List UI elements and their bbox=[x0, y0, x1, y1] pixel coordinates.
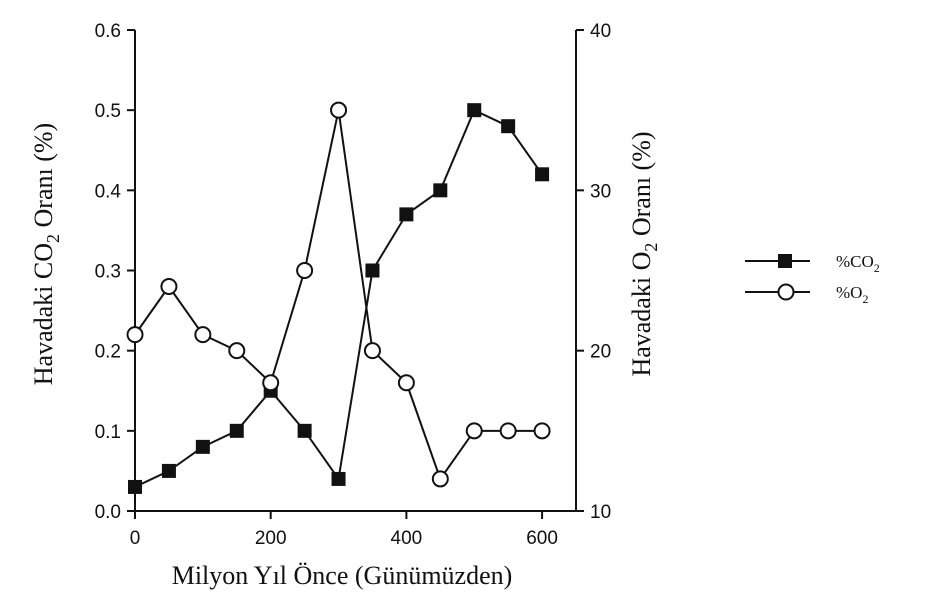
right-tick-label: 10 bbox=[590, 502, 611, 523]
series-line-o2 bbox=[134, 109, 543, 482]
legend-label-co2: %CO2 bbox=[836, 252, 880, 275]
point-o2 bbox=[397, 374, 415, 392]
series-group bbox=[126, 101, 551, 494]
point-co2 bbox=[433, 183, 448, 198]
point-co2 bbox=[229, 423, 244, 438]
left-tick-label: 0.3 bbox=[95, 262, 121, 283]
point-o2 bbox=[194, 326, 212, 344]
point-o2 bbox=[262, 374, 280, 392]
x-axis-title: Milyon Yıl Önce (Günümüzden) bbox=[172, 561, 513, 590]
left-tick-label: 0.1 bbox=[95, 422, 121, 443]
right-tick-label: 40 bbox=[590, 21, 611, 42]
left-tick-label: 0.0 bbox=[95, 502, 121, 523]
right-tick-label: 20 bbox=[590, 342, 611, 363]
point-o2 bbox=[126, 326, 144, 344]
x-tick-label: 400 bbox=[391, 528, 423, 549]
legend-item-co2: %CO2 bbox=[745, 252, 880, 275]
point-o2 bbox=[431, 470, 449, 488]
point-o2 bbox=[499, 422, 517, 440]
x-tick-label: 200 bbox=[255, 528, 287, 549]
point-co2 bbox=[297, 423, 312, 438]
legend-marker-o2 bbox=[777, 283, 795, 301]
left-tick-label: 0.6 bbox=[95, 21, 121, 42]
point-o2 bbox=[533, 422, 551, 440]
x-tick-label: 600 bbox=[526, 528, 558, 549]
right-tick-label: 30 bbox=[590, 181, 611, 202]
point-co2 bbox=[161, 463, 176, 478]
point-co2 bbox=[128, 479, 142, 494]
right-y-axis-title: Havadaki O2 Oranı (%) bbox=[627, 131, 661, 376]
left-y-axis-title: Havadaki CO2 Oranı (%) bbox=[29, 123, 63, 385]
point-co2 bbox=[535, 167, 550, 182]
point-o2 bbox=[363, 342, 381, 360]
x-tick-label: 0 bbox=[130, 528, 141, 549]
point-o2 bbox=[465, 422, 483, 440]
left-tick-label: 0.4 bbox=[95, 181, 122, 202]
left-tick-label: 0.2 bbox=[95, 342, 121, 363]
point-co2 bbox=[195, 439, 210, 454]
left-tick-label: 0.5 bbox=[95, 101, 121, 122]
point-co2 bbox=[365, 263, 380, 278]
point-o2 bbox=[160, 278, 178, 296]
point-o2 bbox=[228, 342, 246, 360]
point-co2 bbox=[467, 103, 482, 118]
point-o2 bbox=[296, 262, 314, 279]
legend-item-o2: %O2 bbox=[745, 283, 868, 306]
legend: %CO2 %O2 bbox=[745, 252, 880, 306]
point-co2 bbox=[399, 207, 414, 222]
legend-marker-co2 bbox=[778, 254, 792, 268]
point-co2 bbox=[331, 471, 346, 486]
point-o2 bbox=[330, 101, 348, 119]
legend-label-o2: %O2 bbox=[836, 283, 868, 306]
point-co2 bbox=[501, 119, 516, 134]
